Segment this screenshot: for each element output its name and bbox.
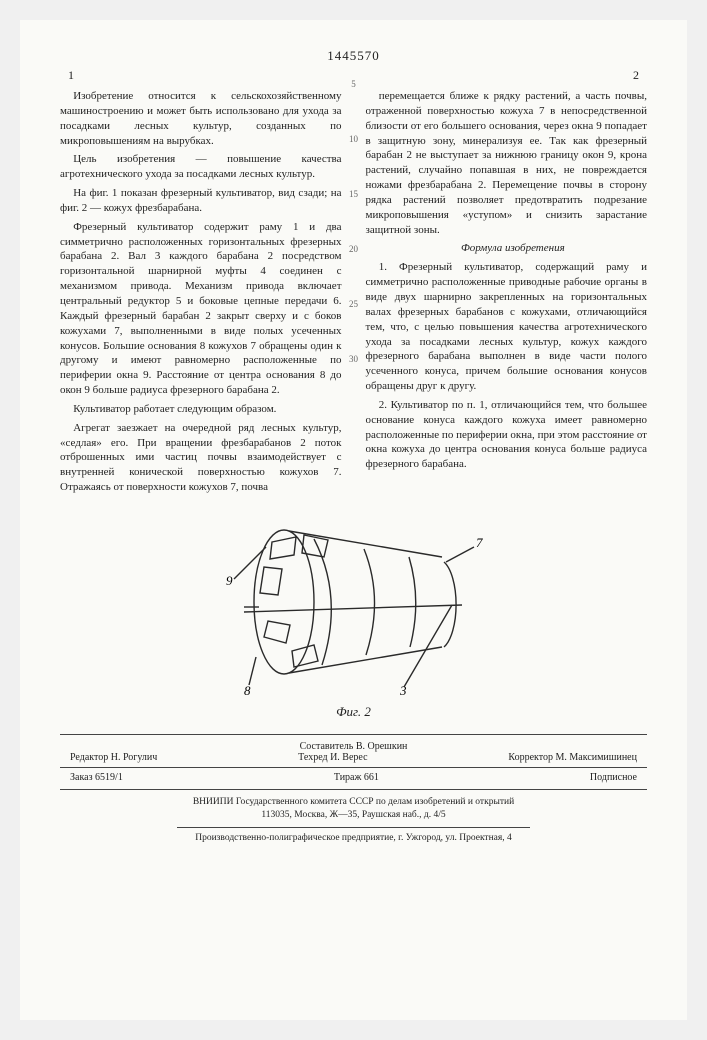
para: На фиг. 1 показан фрезерный культиватор,… <box>60 186 342 216</box>
order-no: Заказ 6519/1 <box>70 772 123 783</box>
claim: 1. Фрезерный культиватор, содержащий рам… <box>366 260 648 394</box>
cone-housing-diagram: 9 8 3 7 <box>194 507 514 697</box>
para: Культиватор работает следующим образом. <box>60 402 342 417</box>
col-num-right: 2 <box>633 68 639 83</box>
subscribe: Подписное <box>590 772 637 783</box>
ln: 30 <box>349 355 358 364</box>
figure-2: 9 8 3 7 Фиг. 2 <box>60 507 647 720</box>
claim: 2. Культиватор по п. 1, отличающийся тем… <box>366 398 648 472</box>
fig-label-9: 9 <box>226 573 233 588</box>
ln: 25 <box>349 300 358 309</box>
fig-label-3: 3 <box>399 683 407 697</box>
para: Агрегат заезжает на очередной ряд лесных… <box>60 421 342 495</box>
editor: Редактор Н. Рогулич <box>70 752 157 763</box>
fig-label-8: 8 <box>244 683 251 697</box>
ln: 20 <box>349 245 358 254</box>
compiler: Составитель В. Орешкин <box>60 741 647 752</box>
para: Цель изобретения — повышение качества аг… <box>60 152 342 182</box>
corrector: Корректор М. Максимишинец <box>508 752 637 763</box>
para: перемещается ближе к рядку растений, а ч… <box>366 89 648 237</box>
formula-heading: Формула изобретения <box>366 241 648 256</box>
col-num-left: 1 <box>68 68 74 83</box>
org-line-1: ВНИИПИ Государственного комитета СССР по… <box>60 796 647 809</box>
ln: 5 <box>349 80 358 89</box>
fig-label-7: 7 <box>476 535 483 550</box>
tech-editor: Техред И. Верес <box>298 752 367 763</box>
patent-page: 1445570 1 2 5 10 15 20 25 30 Изобретение… <box>20 20 687 1020</box>
ln: 15 <box>349 190 358 199</box>
ln: 10 <box>349 135 358 144</box>
para: Фрезерный культиватор содержит раму 1 и … <box>60 220 342 398</box>
para: Изобретение относится к сельскохозяйстве… <box>60 89 342 148</box>
line-number-strip: 5 10 15 20 25 30 <box>349 80 358 410</box>
patent-number: 1445570 <box>60 48 647 64</box>
tirage: Тираж 661 <box>334 772 379 783</box>
colophon: ВНИИПИ Государственного комитета СССР по… <box>60 796 647 845</box>
figure-caption: Фиг. 2 <box>60 704 647 720</box>
footer-credits: Составитель В. Орешкин Редактор Н. Рогул… <box>60 734 647 790</box>
org-line-2: Производственно-полиграфическое предприя… <box>60 832 647 845</box>
addr-line-1: 113035, Москва, Ж—35, Раушская наб., д. … <box>60 809 647 822</box>
